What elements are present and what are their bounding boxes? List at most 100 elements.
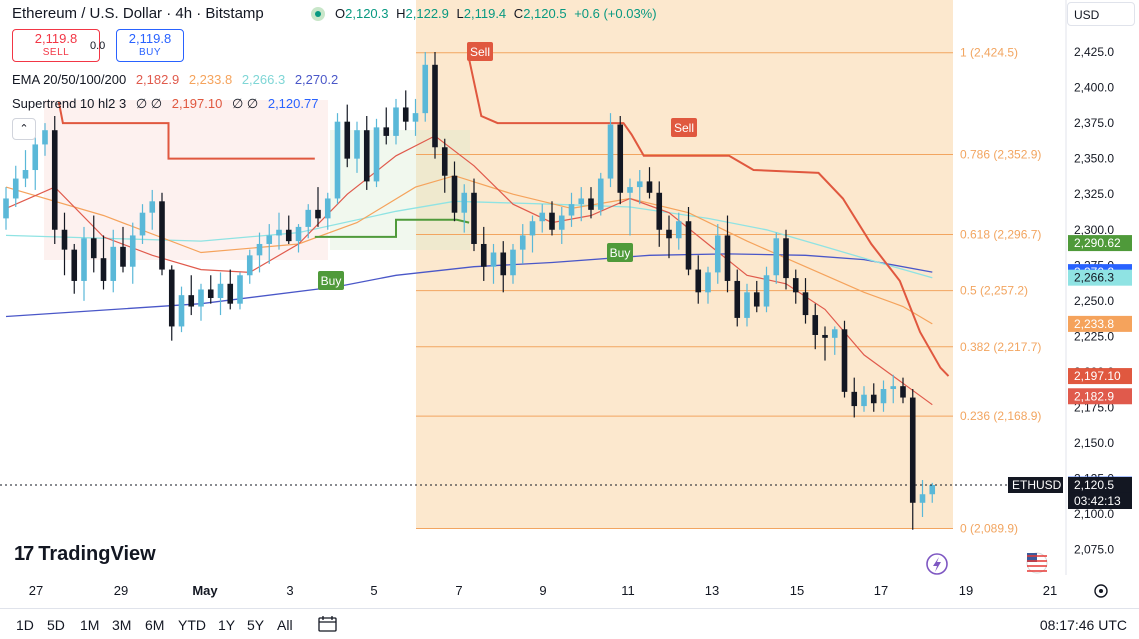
range-1m-button[interactable]: 1M bbox=[80, 617, 100, 633]
candle-body bbox=[539, 212, 546, 222]
candle-body bbox=[588, 198, 594, 210]
candle-body bbox=[870, 394, 877, 404]
buy-price: 2,119.8 bbox=[128, 31, 172, 46]
range-6m-button[interactable]: 6M bbox=[145, 617, 165, 633]
candle-body bbox=[568, 204, 575, 216]
candle-body bbox=[402, 107, 409, 122]
date-range-icon[interactable] bbox=[318, 615, 338, 633]
buy-label: BUY bbox=[138, 47, 162, 58]
ema50-value: 2,233.8 bbox=[188, 72, 233, 87]
candle-body bbox=[51, 130, 58, 230]
candle-body bbox=[695, 269, 702, 293]
fib-label: 0.618 (2,296.7) bbox=[960, 227, 1041, 241]
currency-select[interactable]: USD bbox=[1067, 2, 1135, 26]
price-badge-bg bbox=[1068, 388, 1132, 405]
candle-body bbox=[666, 229, 672, 239]
signal-label: Sell bbox=[674, 121, 694, 135]
fib-label: 1 (2,424.5) bbox=[960, 46, 1018, 60]
candle-body bbox=[266, 235, 273, 244]
ohlc-close-key: C bbox=[513, 6, 524, 21]
candle-body bbox=[773, 238, 780, 276]
candle-body bbox=[919, 494, 926, 503]
candle-body bbox=[802, 292, 809, 316]
range-ytd-button[interactable]: YTD bbox=[178, 617, 206, 633]
range-5d-button[interactable]: 5D bbox=[47, 617, 65, 633]
candle-body bbox=[207, 289, 214, 299]
candle-body bbox=[61, 229, 68, 250]
candle-body bbox=[646, 181, 653, 193]
candle-body bbox=[890, 386, 897, 390]
candle-body bbox=[12, 178, 19, 199]
price-badge-bg bbox=[1068, 235, 1132, 252]
candle-body bbox=[354, 130, 360, 159]
ema100-value: 2,266.3 bbox=[241, 72, 286, 87]
candle-body bbox=[841, 329, 848, 392]
x-tick-label: 29 bbox=[114, 583, 128, 598]
supertrend-down-value: 2,197.10 bbox=[171, 96, 223, 111]
event-bolt-icon bbox=[926, 553, 948, 575]
countdown-bg bbox=[1068, 492, 1132, 509]
x-tick-label: 13 bbox=[705, 583, 719, 598]
supertrend-na-1: ∅ ∅ bbox=[135, 96, 163, 111]
candle-body bbox=[724, 235, 731, 281]
tradingview-logo-icon: 17 bbox=[14, 543, 34, 565]
y-tick-label: 2,375.0 bbox=[1074, 116, 1114, 130]
price-chart[interactable]: 1 (2,424.5) 0.786 (2,352.9) 0.618 (2,296.7… bbox=[0, 0, 1139, 608]
candle-body bbox=[383, 127, 390, 136]
candle-body bbox=[812, 315, 819, 335]
supertrend-indicator-legend[interactable]: Supertrend 10 hl2 3 ∅ ∅ 2,197.10 ∅ ∅ 2,1… bbox=[12, 96, 318, 112]
x-tick-label: 5 bbox=[370, 583, 377, 598]
utc-clock[interactable]: 08:17:46 UTC bbox=[1039, 617, 1127, 633]
range-3m-button[interactable]: 3M bbox=[112, 617, 132, 633]
candle-body bbox=[120, 246, 126, 267]
signal-buy-badge bbox=[318, 271, 344, 290]
range-5y-button[interactable]: 5Y bbox=[247, 617, 265, 633]
symbol-title[interactable]: Ethereum / U.S. Dollar · 4h · Bitstamp bbox=[12, 5, 264, 22]
ohlc-high: 2,122.9 bbox=[405, 6, 449, 21]
y-tick-label: 2,300.0 bbox=[1074, 223, 1114, 237]
candle-body bbox=[909, 397, 916, 503]
price-badge-text: 2,197.10 bbox=[1074, 369, 1121, 383]
range-1y-button[interactable]: 1Y bbox=[218, 617, 236, 633]
candle-body bbox=[636, 181, 643, 188]
sell-label: SELL bbox=[42, 47, 70, 58]
candle-body bbox=[792, 278, 799, 293]
tradingview-logo: 17 TradingView bbox=[14, 543, 156, 566]
buy-button[interactable]: 2,119.8 BUY bbox=[116, 29, 184, 62]
fib-label: 0.5 (2,257.2) bbox=[960, 284, 1028, 298]
candle-body bbox=[500, 252, 507, 276]
candle-body bbox=[168, 269, 175, 327]
price-badge: 2,233.8 bbox=[1068, 315, 1132, 332]
tradingview-logo-text: TradingView bbox=[38, 543, 156, 565]
candle-body bbox=[705, 272, 711, 293]
ema-label: EMA 20/50/100/200 bbox=[12, 72, 127, 87]
x-tick-label: 15 bbox=[790, 583, 804, 598]
us-flag-icon bbox=[1026, 552, 1048, 574]
range-1d-button[interactable]: 1D bbox=[16, 617, 34, 633]
sell-button[interactable]: 2,119.8 SELL bbox=[12, 29, 100, 62]
signal-buy-badge bbox=[607, 243, 633, 262]
ema-indicator-legend[interactable]: EMA 20/50/100/200 2,182.9 2,233.8 2,266.… bbox=[12, 72, 338, 87]
price-badge-bg bbox=[1068, 269, 1132, 286]
candle-body bbox=[90, 238, 97, 259]
y-tick-label: 2,250.0 bbox=[1074, 294, 1114, 308]
candle-body bbox=[32, 144, 39, 171]
y-tick-label: 2,400.0 bbox=[1074, 81, 1114, 95]
candle-body bbox=[451, 175, 458, 213]
y-tick-label: 2,100.0 bbox=[1074, 507, 1114, 521]
price-badge: 2,266.3 bbox=[1068, 269, 1132, 286]
spread-value: 0.0 bbox=[90, 40, 106, 52]
signal-label: Sell bbox=[470, 45, 490, 59]
signal-label: Buy bbox=[610, 246, 631, 260]
price-badge: 2,182.9 bbox=[1068, 388, 1132, 405]
candle-body bbox=[861, 394, 867, 407]
candle-body bbox=[490, 252, 497, 267]
candle-body bbox=[22, 170, 29, 179]
candle-body bbox=[558, 215, 565, 230]
candle-body bbox=[714, 235, 721, 273]
collapse-legend-icon[interactable]: ⌃ bbox=[12, 118, 36, 140]
candle-body bbox=[276, 229, 282, 236]
signal-label: Buy bbox=[321, 274, 342, 288]
range-all-button[interactable]: All bbox=[277, 617, 293, 633]
candle-body bbox=[549, 212, 555, 230]
